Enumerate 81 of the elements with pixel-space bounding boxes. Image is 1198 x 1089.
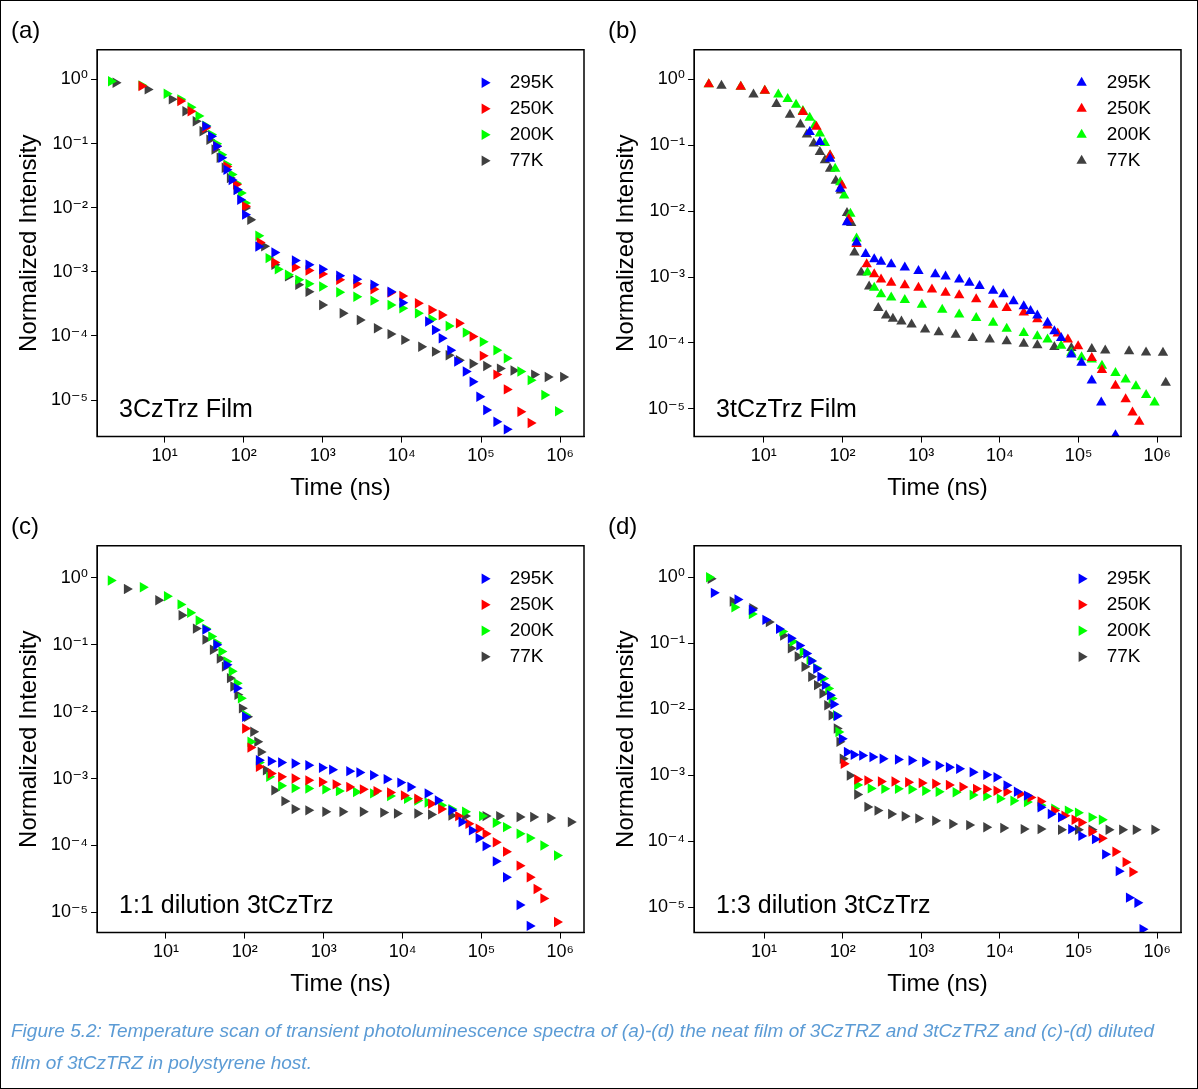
chart-title: (d) [608, 512, 638, 540]
x-tick-label: 10⁴ [986, 941, 1014, 962]
legend-label: 200K [509, 123, 555, 145]
legend-label: 77K [509, 149, 544, 171]
legend-label: 295K [1106, 71, 1152, 93]
x-tick-label: 10² [231, 941, 258, 962]
x-tick-label: 10⁵ [467, 445, 495, 466]
x-tick-label: 10² [829, 445, 856, 466]
x-axis-title: Time (ns) [887, 473, 988, 501]
y-axis-title: Normalized Intensity [611, 134, 639, 352]
y-tick-label: 10⁻³ [649, 266, 686, 287]
x-tick-label: 10¹ [751, 941, 778, 962]
legend-label: 77K [509, 645, 544, 667]
y-tick-label: 10⁻⁵ [51, 901, 89, 922]
annotation: 1:1 dilution 3tCzTrz [119, 889, 334, 918]
y-axis-title: Normalized Intensity [14, 630, 42, 848]
x-axis-title: Time (ns) [290, 969, 391, 997]
x-tick-label: 10⁵ [467, 941, 496, 962]
x-tick-label: 10⁶ [1143, 941, 1172, 962]
x-tick-label: 10⁴ [388, 445, 416, 466]
y-axis-title: Normalized Intensity [611, 630, 639, 848]
chart-title: (c) [11, 512, 39, 540]
x-tick-label: 10¹ [151, 445, 178, 466]
x-tick-label: 10⁶ [546, 941, 574, 962]
y-tick-label: 10⁰ [657, 68, 686, 89]
x-axis-title: Time (ns) [290, 473, 391, 501]
legend-label: 200K [1106, 123, 1152, 145]
y-tick-label: 10⁻¹ [52, 633, 89, 654]
x-tick-label: 10⁵ [1064, 941, 1093, 962]
y-tick-label: 10⁻² [649, 200, 686, 221]
x-tick-label: 10³ [309, 445, 336, 466]
y-tick-label: 10⁻⁴ [50, 324, 89, 345]
x-tick-label: 10⁴ [986, 445, 1014, 466]
y-tick-label: 10⁻² [52, 196, 89, 217]
y-tick-label: 10⁻⁵ [648, 896, 686, 917]
legend-label: 77K [1106, 149, 1141, 171]
y-tick-label: 10⁻⁵ [51, 389, 89, 410]
x-tick-label: 10³ [310, 941, 337, 962]
legend-label: 295K [509, 567, 555, 589]
legend-label: 77K [1106, 645, 1141, 667]
chart-title: (b) [608, 16, 638, 44]
x-tick-label: 10² [230, 445, 257, 466]
x-tick-label: 10² [829, 941, 856, 962]
legend-label: 250K [509, 97, 555, 119]
legend-label: 250K [509, 593, 555, 615]
y-axis-title: Normalized Intensity [14, 134, 42, 352]
y-tick-label: 10⁻¹ [649, 632, 686, 653]
y-tick-label: 10⁻³ [52, 260, 89, 281]
y-tick-label: 10⁰ [60, 566, 89, 587]
y-tick-label: 10⁻⁴ [50, 834, 89, 855]
y-tick-label: 10⁻¹ [649, 134, 686, 155]
y-tick-label: 10⁻³ [649, 764, 686, 785]
x-tick-label: 10¹ [152, 941, 179, 962]
x-tick-label: 10⁴ [388, 941, 417, 962]
legend-label: 295K [509, 71, 555, 93]
y-tick-label: 10⁻² [649, 698, 686, 719]
x-axis-title: Time (ns) [887, 969, 988, 997]
y-tick-label: 10⁻⁴ [647, 331, 686, 352]
annotation: 3CzTrz Film [119, 393, 253, 422]
x-tick-label: 10⁶ [546, 445, 574, 466]
y-tick-label: 10⁰ [60, 68, 89, 89]
x-tick-label: 10³ [908, 445, 935, 466]
y-tick-label: 10⁻² [52, 700, 89, 721]
y-tick-label: 10⁻⁴ [647, 830, 686, 851]
legend-label: 295K [1106, 567, 1152, 589]
y-tick-label: 10⁻³ [52, 767, 89, 788]
legend-label: 250K [1106, 593, 1152, 615]
legend-label: 200K [1106, 619, 1152, 641]
x-tick-label: 10¹ [750, 445, 777, 466]
y-tick-label: 10⁰ [657, 566, 686, 587]
y-tick-label: 10⁻¹ [52, 132, 89, 153]
x-tick-label: 10³ [908, 941, 935, 962]
chart-title: (a) [11, 16, 41, 44]
caption: Figure 5.2: Temperature scan of transient photoluminescence spectra of (a)-(d) the neat film of 3CzTRZ and 3tCzTRZ and (c)-(d) diluted film of 3tCzTRZ in polystyrene host. [10, 1019, 1156, 1075]
x-tick-label: 10⁶ [1143, 445, 1172, 466]
annotation: 3tCzTrz Film [716, 393, 857, 422]
y-tick-label: 10⁻⁵ [648, 397, 686, 418]
legend-label: 200K [509, 619, 555, 641]
x-tick-label: 10⁵ [1064, 445, 1093, 466]
legend-label: 250K [1106, 97, 1152, 119]
annotation: 1:3 dilution 3tCzTrz [716, 889, 931, 918]
